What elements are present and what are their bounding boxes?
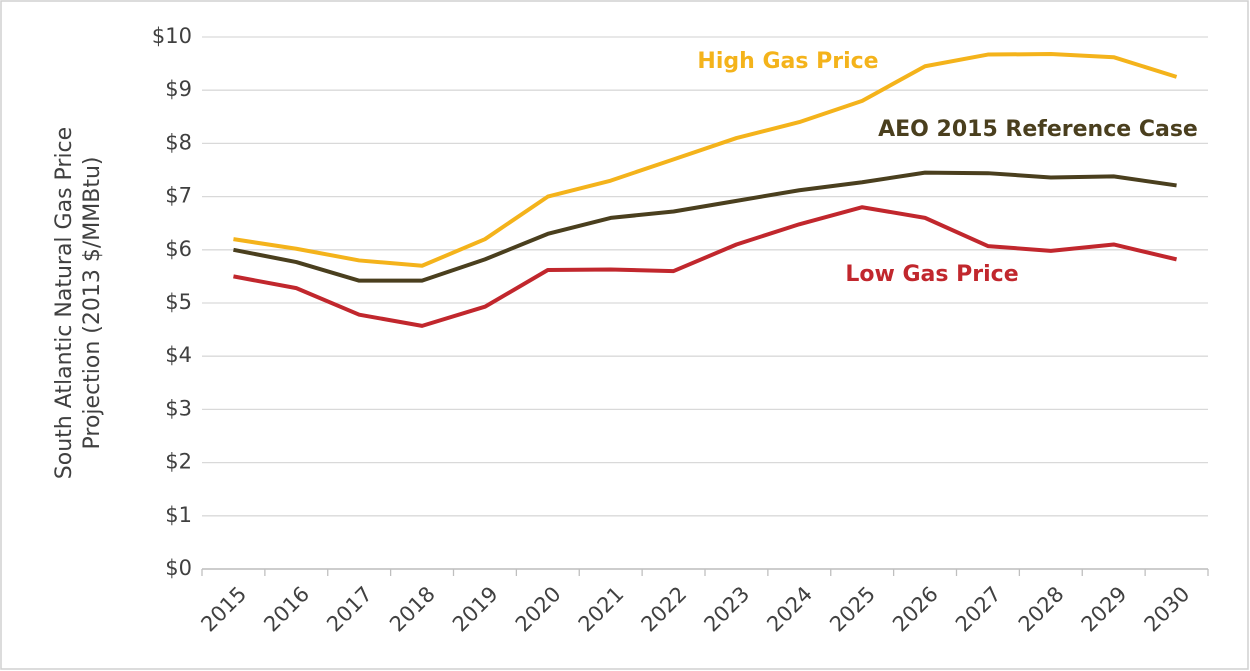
y-tick-label: $10	[152, 24, 192, 48]
y-tick-label: $3	[165, 396, 192, 420]
y-axis-label-line: Projection (2013 $/MMBtu)	[80, 157, 105, 450]
y-tick-label: $9	[165, 77, 192, 101]
series-label: AEO 2015 Reference Case	[878, 117, 1198, 142]
y-axis-label-line: South Atlantic Natural Gas Price	[52, 127, 77, 479]
y-tick-label: $8	[165, 130, 192, 154]
y-tick-label: $0	[165, 556, 192, 580]
y-axis-label: South Atlantic Natural Gas Price Project…	[52, 127, 105, 479]
series-label: High Gas Price	[697, 49, 878, 74]
y-tick-label: $7	[165, 184, 192, 208]
y-tick-label: $6	[165, 237, 192, 261]
series-line	[233, 52, 1178, 268]
series-line	[233, 205, 1178, 328]
y-tick-label: $1	[165, 503, 192, 527]
series-label: Low Gas Price	[845, 262, 1018, 287]
y-tick-label: $4	[165, 343, 192, 367]
y-tick-label: $2	[165, 450, 192, 474]
series-line	[233, 170, 1177, 283]
y-tick-label: $5	[165, 290, 192, 314]
